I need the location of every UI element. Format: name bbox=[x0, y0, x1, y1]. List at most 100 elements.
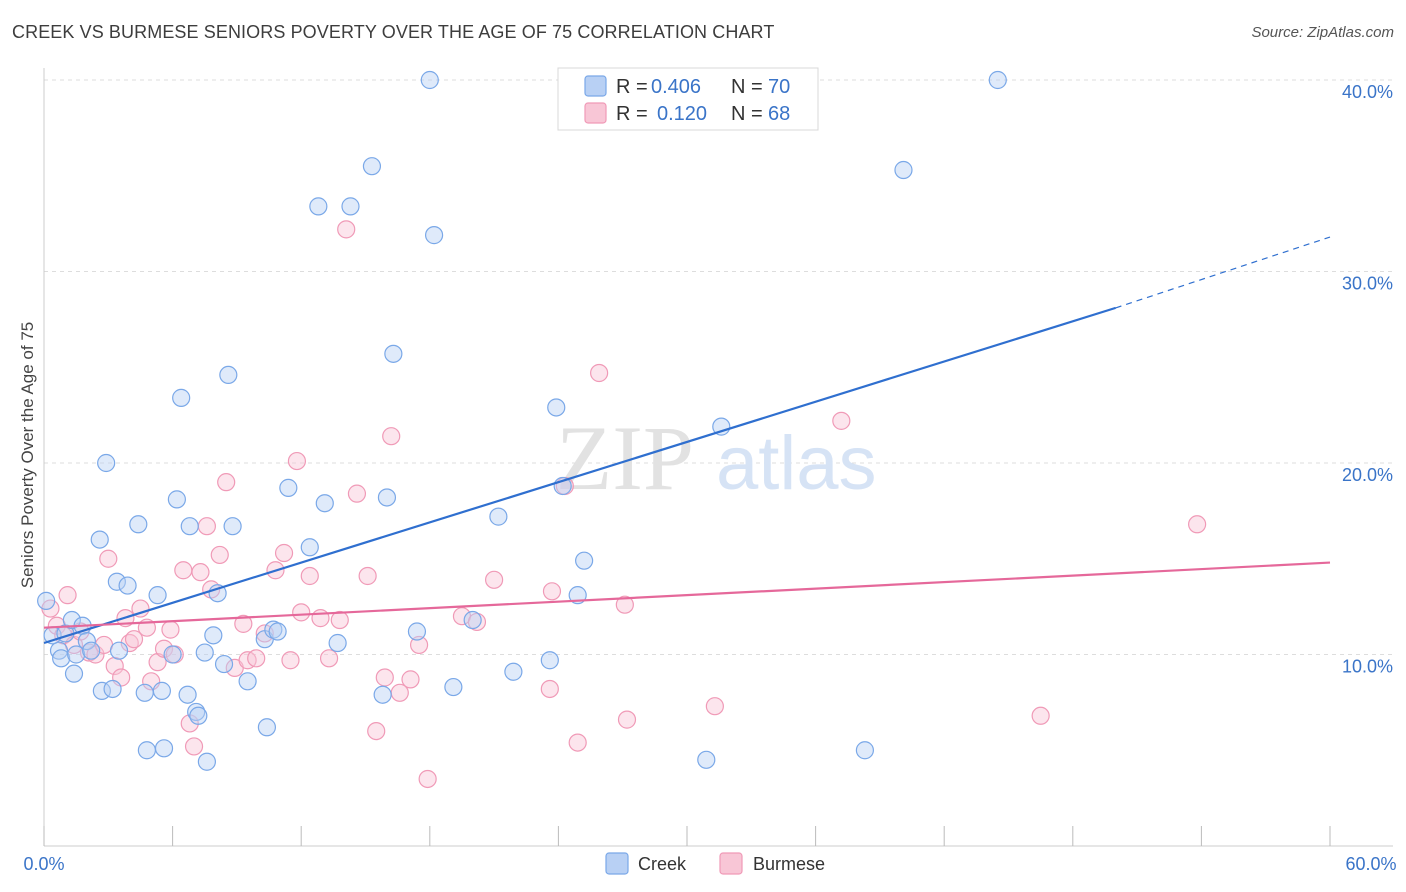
creek-point bbox=[67, 645, 86, 664]
burmese-point bbox=[337, 220, 356, 239]
burmese-point bbox=[184, 737, 204, 756]
y-tick-label: 40.0% bbox=[1342, 82, 1393, 102]
creek-point bbox=[178, 685, 197, 704]
y-tick-labels: 10.0% 20.0% 30.0% 40.0% bbox=[1342, 82, 1393, 677]
watermark: ZIP atlas bbox=[556, 407, 877, 509]
creek-point bbox=[52, 649, 71, 668]
legend-n-label-creek: N = bbox=[731, 76, 763, 98]
burmese-point bbox=[58, 586, 77, 605]
creek-point bbox=[420, 70, 439, 90]
creek-point bbox=[238, 672, 257, 691]
creek-point bbox=[135, 683, 154, 702]
burmese-point bbox=[287, 451, 307, 471]
burmese-point bbox=[124, 630, 144, 649]
watermark-atlas: atlas bbox=[716, 421, 877, 506]
watermark-zip: ZIP bbox=[556, 407, 694, 509]
creek-point bbox=[82, 641, 101, 660]
legend-r-value-burmese: 0.120 bbox=[657, 103, 707, 125]
creek-point bbox=[547, 398, 566, 417]
creek-point bbox=[109, 641, 129, 660]
series-legend-label-creek: Creek bbox=[638, 854, 687, 874]
y-tick-label: 30.0% bbox=[1342, 274, 1393, 294]
y-tick-label: 10.0% bbox=[1342, 657, 1393, 677]
creek-point bbox=[204, 626, 223, 645]
burmese-point bbox=[234, 614, 253, 633]
burmese-point bbox=[418, 769, 437, 789]
creek-point bbox=[540, 651, 559, 670]
burmese-point bbox=[247, 649, 266, 668]
burmese-point bbox=[300, 566, 319, 586]
creek-trend-line bbox=[43, 306, 1116, 645]
burmese-point bbox=[590, 363, 609, 383]
creek-point bbox=[214, 654, 234, 674]
creek-point bbox=[279, 478, 298, 497]
creek-trend-extension bbox=[1115, 236, 1331, 309]
burmese-point bbox=[1188, 515, 1207, 534]
burmese-point bbox=[311, 609, 330, 628]
creek-point bbox=[90, 530, 109, 549]
burmese-point bbox=[401, 670, 420, 689]
creek-point bbox=[384, 344, 403, 363]
creek-point bbox=[195, 643, 214, 662]
burmese-point bbox=[281, 651, 300, 670]
burmese-point bbox=[210, 545, 229, 565]
creek-point bbox=[988, 70, 1007, 90]
series-legend-label-burmese: Burmese bbox=[753, 854, 825, 874]
burmese-point bbox=[217, 473, 236, 492]
creek-point bbox=[103, 679, 122, 699]
x-tick-label-min: 0.0% bbox=[23, 854, 64, 874]
creek-point bbox=[219, 365, 238, 385]
creek-point bbox=[315, 494, 334, 513]
burmese-point bbox=[832, 411, 851, 430]
legend-r-label-creek: R = bbox=[616, 76, 648, 98]
creek-point bbox=[463, 610, 482, 630]
creek-point bbox=[373, 685, 392, 704]
creek-point bbox=[97, 453, 116, 473]
creek-point bbox=[489, 507, 508, 526]
burmese-point bbox=[382, 427, 401, 446]
creek-point bbox=[152, 681, 171, 700]
legend-r-value-creek: 0.406 bbox=[651, 76, 701, 98]
legend: R = 0.406 N = 70 R = 0.120 N = 68 bbox=[557, 67, 819, 131]
creek-point bbox=[180, 517, 199, 536]
series-legend-swatch-burmese bbox=[719, 852, 743, 875]
legend-r-label-burmese: R = bbox=[616, 103, 648, 125]
legend-swatch-burmese bbox=[584, 102, 607, 124]
burmese-point bbox=[319, 649, 339, 668]
creek-point bbox=[328, 633, 347, 653]
trend-lines bbox=[43, 236, 1331, 645]
creek-point bbox=[697, 750, 716, 769]
burmese-point bbox=[131, 599, 150, 618]
creek-point bbox=[362, 157, 382, 176]
x-tick-label-max: 60.0% bbox=[1345, 854, 1396, 874]
burmese-point bbox=[99, 549, 118, 568]
legend-n-value-burmese: 68 bbox=[768, 103, 790, 125]
creek-point bbox=[444, 677, 463, 697]
creek-point bbox=[107, 572, 126, 591]
axes bbox=[43, 68, 1393, 847]
creek-point bbox=[118, 576, 137, 595]
creek-point bbox=[154, 739, 174, 758]
creek-point bbox=[268, 622, 287, 641]
creek-point bbox=[64, 664, 84, 683]
burmese-point bbox=[1031, 706, 1050, 725]
creek-point bbox=[223, 517, 242, 536]
creek-point bbox=[62, 610, 81, 630]
creek-point bbox=[377, 488, 397, 507]
creek-point bbox=[189, 706, 208, 725]
burmese-point bbox=[615, 595, 634, 614]
creek-point bbox=[300, 538, 319, 557]
creek-point bbox=[894, 160, 913, 180]
burmese-point bbox=[375, 668, 394, 687]
creek-point bbox=[77, 631, 96, 651]
creek-point bbox=[257, 718, 277, 737]
series-legend: Creek Burmese bbox=[605, 852, 825, 875]
burmese-point bbox=[542, 582, 562, 601]
burmese-point bbox=[367, 721, 386, 741]
y-tick-label: 20.0% bbox=[1342, 465, 1393, 485]
burmese-point bbox=[485, 570, 504, 589]
creek-point bbox=[197, 752, 216, 771]
creek-point bbox=[424, 226, 444, 245]
burmese-point bbox=[409, 635, 429, 655]
creek-point bbox=[37, 591, 56, 610]
